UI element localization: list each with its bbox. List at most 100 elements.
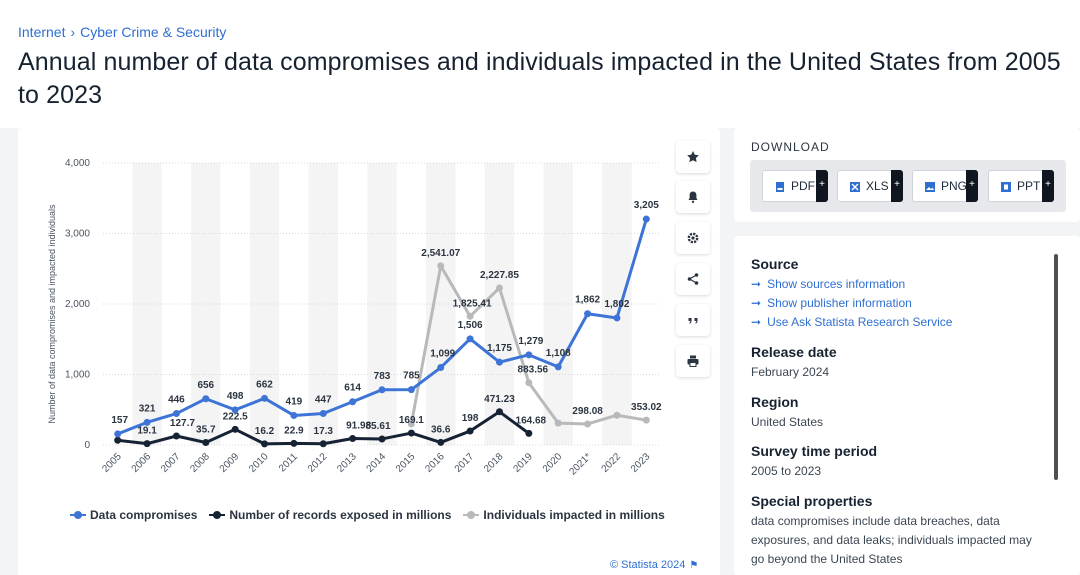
data-label: 1,802 xyxy=(604,299,629,310)
data-point xyxy=(172,410,180,418)
data-label: 2,227.85 xyxy=(480,270,519,281)
x-tick-label: 2010 xyxy=(247,451,271,475)
download-buttons: PDF + XLS + PNG + PPT + xyxy=(750,160,1066,212)
data-point xyxy=(231,425,239,433)
x-tick-label: 2020 xyxy=(541,451,565,475)
print-button[interactable] xyxy=(676,345,710,377)
data-label: 498 xyxy=(227,391,244,402)
data-label: 785 xyxy=(403,371,420,382)
gear-icon xyxy=(687,232,699,244)
plus-icon: + xyxy=(966,170,978,202)
data-point xyxy=(349,398,357,406)
breadcrumb-internet[interactable]: Internet xyxy=(18,24,66,40)
copyright-link[interactable]: © Statista 2024 ⚑ xyxy=(610,559,698,571)
data-point xyxy=(407,429,415,437)
special-properties-title: Special properties xyxy=(751,493,873,509)
data-point xyxy=(202,438,210,446)
data-point xyxy=(642,215,650,223)
show-sources-link[interactable]: ➞ Show sources information xyxy=(751,277,905,291)
x-tick-label: 2006 xyxy=(130,451,154,475)
data-point xyxy=(525,379,533,387)
ask-statista-label: Use Ask Statista Research Service xyxy=(767,315,953,329)
data-label: 85.61 xyxy=(365,421,390,432)
data-point xyxy=(172,432,180,440)
legend-swatch-individuals xyxy=(463,510,480,520)
data-label: 198 xyxy=(462,413,479,424)
legend-swatch-compromises xyxy=(70,510,86,520)
data-label: 16.2 xyxy=(255,426,275,437)
data-point xyxy=(143,418,151,426)
settings-button[interactable] xyxy=(676,222,710,254)
data-label: 656 xyxy=(197,380,214,391)
favorite-button[interactable] xyxy=(676,141,710,173)
pdf-icon xyxy=(775,181,785,192)
download-png-label: PNG xyxy=(941,179,968,193)
data-label: 298.08 xyxy=(572,406,603,417)
data-label: 22.9 xyxy=(284,425,304,436)
data-point xyxy=(231,406,239,414)
chart-card: 0 1,000 2,000 3,000 4,000 Number of data comp… xyxy=(18,128,720,575)
data-label: 169.1 xyxy=(399,415,424,426)
legend-label-individuals: Individuals impacted in millions xyxy=(483,508,665,522)
download-pdf-label: PDF xyxy=(791,179,815,193)
data-label: 1,108 xyxy=(546,348,571,359)
show-sources-label: Show sources information xyxy=(767,277,906,291)
survey-period-value: 2005 to 2023 xyxy=(751,464,822,478)
y-tick-label: 3,000 xyxy=(65,229,90,240)
png-icon xyxy=(925,181,935,192)
show-publisher-link[interactable]: ➞ Show publisher information xyxy=(751,296,912,310)
notification-button[interactable] xyxy=(676,181,710,213)
region-value: United States xyxy=(751,415,824,429)
release-date-title: Release date xyxy=(751,344,837,360)
data-point xyxy=(613,314,621,322)
star-icon xyxy=(687,151,699,163)
legend-item-individuals[interactable]: Individuals impacted in millions xyxy=(463,508,665,522)
breadcrumb-separator: › xyxy=(70,24,76,40)
copyright-text: © Statista 2024 xyxy=(610,559,686,571)
share-button[interactable] xyxy=(676,263,710,295)
data-point xyxy=(466,312,474,320)
download-png-button[interactable]: PNG + xyxy=(912,170,978,202)
x-tick-label: 2009 xyxy=(218,451,242,475)
x-tick-label: 2008 xyxy=(188,451,212,475)
data-label: 91.98 xyxy=(346,421,371,432)
data-point xyxy=(290,411,298,419)
ask-statista-link[interactable]: ➞ Use Ask Statista Research Service xyxy=(751,315,952,329)
data-point xyxy=(114,430,122,438)
data-label: 1,825.41 xyxy=(453,298,492,309)
data-point xyxy=(642,416,650,424)
data-label: 419 xyxy=(286,396,303,407)
x-tick-label: 2005 xyxy=(100,451,124,475)
data-point xyxy=(143,440,151,448)
data-point xyxy=(202,395,210,403)
legend-item-compromises[interactable]: Data compromises xyxy=(70,508,197,522)
quote-icon xyxy=(688,318,698,324)
breadcrumb-cyber-crime[interactable]: Cyber Crime & Security xyxy=(80,24,227,40)
download-ppt-label: PPT xyxy=(1017,179,1041,193)
release-date-value: February 2024 xyxy=(751,365,830,379)
legend-item-records[interactable]: Number of records exposed in millions xyxy=(209,508,451,522)
data-label: 883.56 xyxy=(518,365,549,376)
grid-band xyxy=(132,163,162,445)
data-label: 321 xyxy=(139,403,156,414)
x-tick-label: 2011 xyxy=(277,451,300,474)
x-tick-label: 2017 xyxy=(453,451,477,475)
source-title: Source xyxy=(751,256,799,272)
download-panel: DOWNLOAD PDF + XLS + PNG + PPT + xyxy=(734,128,1080,222)
y-tick-label: 2,000 xyxy=(65,299,90,310)
data-point xyxy=(407,386,415,394)
data-point xyxy=(584,420,592,428)
info-scrollbar[interactable] xyxy=(1054,254,1058,480)
arrow-right-icon: ➞ xyxy=(751,315,762,329)
data-label: 127.7 xyxy=(170,418,195,429)
download-ppt-button[interactable]: PPT + xyxy=(988,170,1054,202)
page-title: Annual number of data compromises and in… xyxy=(18,48,1061,109)
download-xls-button[interactable]: XLS + xyxy=(837,170,903,202)
download-pdf-button[interactable]: PDF + xyxy=(762,170,828,202)
download-xls-label: XLS xyxy=(866,179,889,193)
data-label: 36.6 xyxy=(431,424,451,435)
data-label: 614 xyxy=(344,383,361,394)
ppt-icon xyxy=(1001,181,1011,192)
data-point xyxy=(378,435,386,443)
cite-button[interactable] xyxy=(676,304,710,336)
